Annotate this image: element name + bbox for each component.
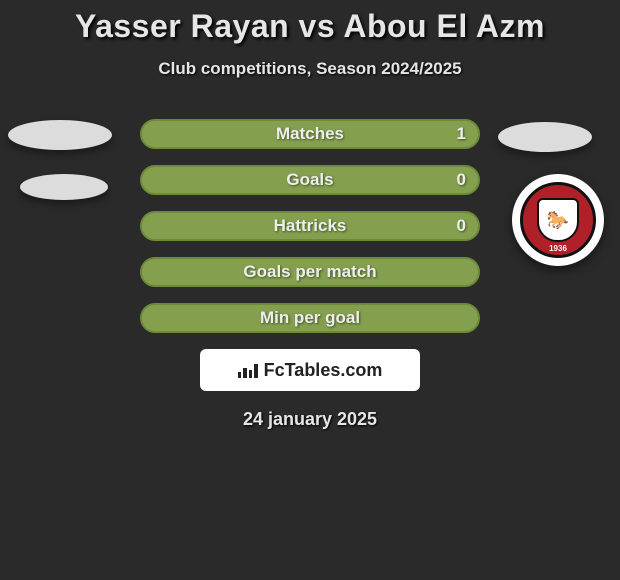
right-player-placeholder	[498, 122, 592, 152]
stat-bar-value: 0	[457, 170, 466, 190]
player-club-placeholder	[20, 174, 108, 200]
stat-bar-value: 1	[457, 124, 466, 144]
player-avatar-placeholder	[8, 120, 112, 150]
club-badge: 🐎 1936	[512, 174, 604, 266]
stat-bars: Matches 1 Goals 0 Hattricks 0 Goals per match M…	[140, 119, 480, 333]
stat-bar: Min per goal	[140, 303, 480, 333]
left-player-placeholder	[8, 120, 112, 224]
stat-bar: Matches 1	[140, 119, 480, 149]
club-emblem-icon: 🐎	[547, 210, 569, 231]
page-title: Yasser Rayan vs Abou El Azm	[0, 8, 620, 45]
brand-badge[interactable]: FcTables.com	[200, 349, 420, 391]
stat-bar: Hattricks 0	[140, 211, 480, 241]
stat-bar: Goals per match	[140, 257, 480, 287]
snapshot-date: 24 january 2025	[0, 409, 620, 430]
club-badge-year: 1936	[523, 244, 593, 253]
stat-bar-label: Goals per match	[243, 262, 376, 282]
stat-bar: Goals 0	[140, 165, 480, 195]
club-badge-shield: 🐎	[537, 198, 579, 242]
stat-bar-label: Goals	[286, 170, 333, 190]
stat-bar-value: 0	[457, 216, 466, 236]
bar-chart-icon	[238, 362, 258, 378]
brand-text: FcTables.com	[264, 360, 383, 381]
stat-bar-label: Matches	[276, 124, 344, 144]
stat-bar-label: Hattricks	[274, 216, 347, 236]
club-badge-inner: 🐎 1936	[520, 182, 596, 258]
page-subtitle: Club competitions, Season 2024/2025	[0, 59, 620, 79]
stat-bar-label: Min per goal	[260, 308, 360, 328]
